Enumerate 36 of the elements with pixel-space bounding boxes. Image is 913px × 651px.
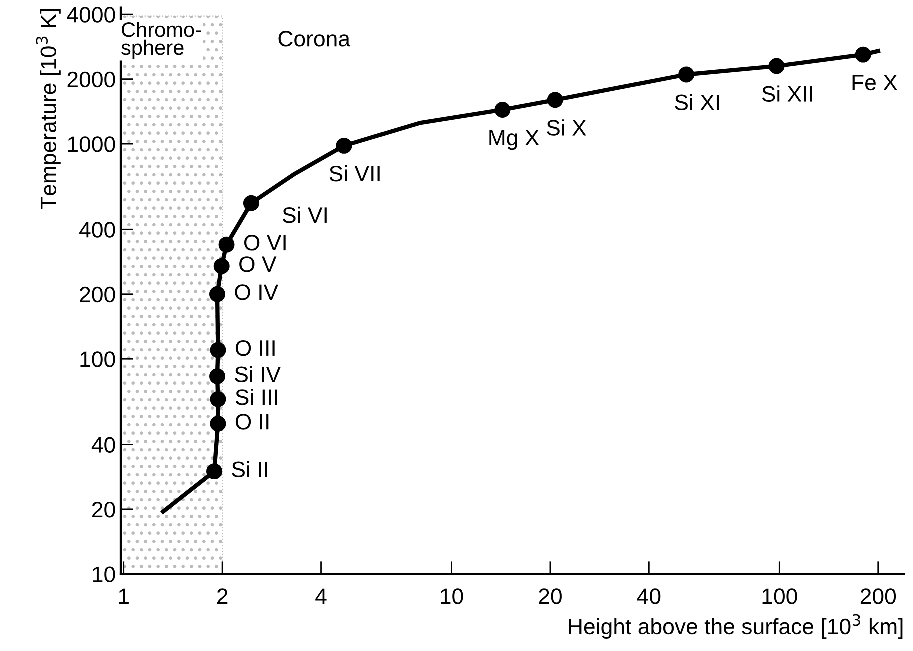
y-tick-label: 400 — [80, 222, 116, 238]
y-tick-label: 1000 — [68, 136, 116, 152]
x-tick-label: 4 — [316, 588, 327, 604]
x-tick-label: 2 — [217, 588, 228, 604]
annotation: Si XII — [762, 86, 812, 102]
x-tick-label: 100 — [762, 588, 798, 604]
x-tick-label: 20 — [539, 588, 562, 604]
y-tick-label: 4000 — [67, 7, 116, 23]
x-tick-label: 1 — [119, 588, 129, 604]
annotation: Si X — [547, 120, 586, 136]
annotation: O IV — [235, 284, 279, 300]
annotation: Corona — [278, 31, 351, 47]
y-tick-label: 40 — [92, 437, 116, 453]
x-tick-label: 40 — [637, 588, 661, 604]
x-tick-label: 10 — [441, 588, 464, 604]
annotation: Si II — [232, 461, 268, 478]
y-tick-label: 100 — [80, 352, 116, 368]
annotation: Si VII — [330, 165, 380, 182]
y-tick-label: 200 — [80, 286, 116, 303]
band-label: Chromo- sphere — [122, 22, 202, 60]
annotation: O V — [240, 256, 277, 272]
annotation: Si III — [236, 388, 278, 406]
annotation: O VI — [244, 235, 286, 251]
x-axis-title: Height above the surface [10$^{3}$ km] — [569, 614, 903, 640]
annotation: Fe X — [852, 75, 898, 91]
y-axis-title: Temperature [10$^{3}$ K] — [36, 9, 61, 210]
annotation: Si VI — [283, 206, 327, 224]
y-tick-label: 2000 — [68, 72, 116, 88]
annotation: O II — [236, 414, 269, 430]
annotation: Si XI — [675, 94, 720, 111]
x-tick-label: 200 — [860, 588, 896, 604]
y-tick-label: 20 — [92, 502, 116, 518]
y-tick-label: 10 — [93, 566, 116, 582]
annotation: O III — [236, 340, 275, 356]
annotation: Si IV — [235, 366, 281, 382]
annotation: Mg X — [490, 130, 540, 150]
